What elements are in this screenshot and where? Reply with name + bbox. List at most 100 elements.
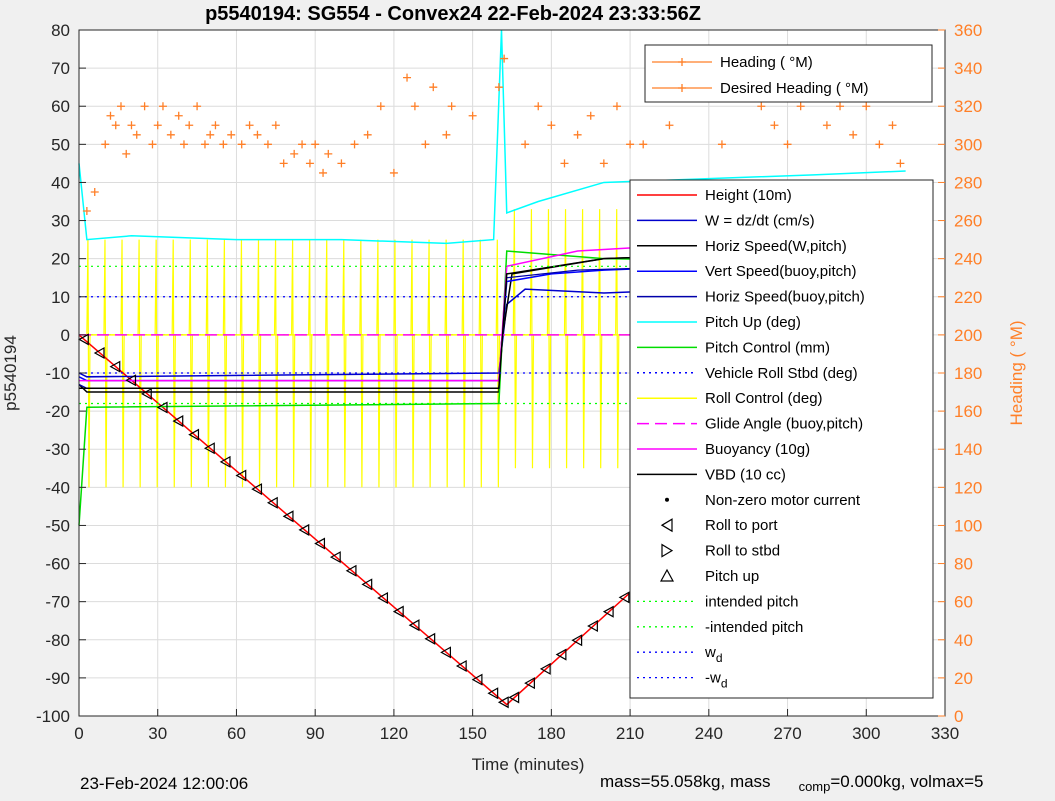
legend-label: VBD (10 cc)	[705, 466, 786, 483]
heading-point	[389, 168, 398, 177]
y-right-tick-label: 60	[954, 593, 973, 612]
heading-point	[599, 159, 608, 168]
heading-point	[185, 121, 194, 130]
heading-point	[337, 159, 346, 168]
y-right-tick-label: 200	[954, 326, 982, 345]
legend-heading: Heading ( °M) Desired Heading ( °M)	[644, 44, 933, 103]
x-tick-label: 270	[773, 724, 801, 743]
heading-point	[442, 130, 451, 139]
heading-point	[888, 121, 897, 130]
footer-mass-sub: comp	[798, 779, 831, 795]
roll-to-port-marker	[408, 619, 420, 632]
roll-control-spike	[342, 239, 347, 488]
heading-point	[403, 73, 412, 82]
heading-point	[211, 121, 220, 130]
roll-to-port-marker	[298, 523, 310, 536]
legend-heading-label: Desired Heading ( °M)	[720, 80, 869, 97]
heading-point	[311, 140, 320, 149]
y-right-tick-label: 20	[954, 669, 973, 688]
legend-label: intended pitch	[705, 593, 798, 610]
x-tick-label: 30	[148, 724, 167, 743]
roll-control-spike	[171, 239, 176, 488]
legend-main-box	[629, 179, 934, 699]
roll-to-port-marker	[314, 537, 326, 550]
x-tick-label: 330	[931, 724, 959, 743]
chart-title: p5540194: SG554 - Convex24 22-Feb-2024 2…	[205, 3, 701, 25]
heading-point	[179, 140, 188, 149]
x-tick-label: 240	[695, 724, 723, 743]
roll-to-port-marker	[455, 659, 467, 673]
roll-to-port-marker	[219, 455, 231, 468]
y-tick-label: -90	[45, 669, 70, 688]
roll-control-spike	[427, 239, 432, 488]
y-right-tick-label: 0	[954, 707, 963, 726]
heading-point	[200, 140, 209, 149]
heading-point	[639, 140, 648, 149]
heading-point	[500, 54, 509, 63]
roll-to-port-marker	[251, 483, 263, 496]
y-right-tick-label: 280	[954, 173, 982, 192]
legend-label: -intended pitch	[705, 619, 803, 636]
roll-control-spike	[325, 239, 330, 488]
legend-heading-label: Heading ( °M)	[720, 54, 813, 71]
y-tick-label: 10	[51, 288, 70, 307]
heading-point	[757, 102, 766, 111]
y-tick-label: -60	[45, 555, 70, 574]
heading-point	[245, 121, 254, 130]
heading-point	[612, 102, 621, 111]
y-tick-label: 70	[51, 59, 70, 78]
legend-label: Buoyancy (10g)	[705, 441, 810, 458]
heading-point	[822, 121, 831, 130]
heading-point	[132, 130, 141, 139]
roll-to-port-marker	[156, 401, 168, 414]
y-tick-label: -30	[45, 440, 70, 459]
heading-point	[560, 159, 569, 168]
roll-to-port-marker	[78, 333, 89, 346]
heading-point	[547, 121, 556, 130]
heading-point	[305, 159, 314, 168]
heading-point	[153, 121, 162, 130]
y-tick-label: 0	[61, 326, 70, 345]
heading-point	[350, 140, 359, 149]
legend-heading-box	[644, 44, 933, 103]
heading-point	[796, 102, 805, 111]
legend-label: Non-zero motor current	[705, 492, 861, 509]
roll-to-port-marker	[539, 662, 551, 675]
legend-heading-marker	[678, 84, 686, 92]
heading-point	[166, 130, 175, 139]
roll-to-port-marker	[172, 415, 184, 428]
y-right-tick-label: 300	[954, 135, 982, 154]
y-tick-label: 60	[51, 97, 70, 116]
y-tick-label: -100	[36, 707, 70, 726]
y-axis-right-label: Heading ( °M)	[1007, 320, 1026, 425]
roll-to-port-marker	[440, 646, 451, 659]
roll-control-spike	[273, 239, 279, 488]
heading-point	[140, 102, 149, 111]
roll-to-port-marker	[508, 691, 520, 704]
roll-control-spike	[256, 239, 262, 488]
roll-control-spike	[376, 239, 381, 488]
legend-label: Horiz Speed(W,pitch)	[705, 238, 847, 255]
heading-point	[206, 130, 215, 139]
roll-control-spike	[529, 209, 535, 469]
footer-mass-text-2: =0.000kg, volmax=5	[830, 772, 984, 791]
roll-control-spike	[205, 239, 211, 488]
legend-label: Height (10m)	[705, 187, 792, 204]
heading-point	[896, 159, 905, 168]
roll-control-spike	[444, 239, 449, 488]
x-tick-label: 120	[380, 724, 408, 743]
roll-to-port-marker	[188, 428, 200, 441]
y-right-tick-label: 260	[954, 212, 982, 231]
heading-point	[410, 102, 419, 111]
y-tick-label: 30	[51, 212, 70, 231]
roll-control-spike	[222, 239, 228, 488]
footer-mass-text: mass=55.058kg, mass	[600, 772, 771, 791]
roll-control-spike	[86, 239, 91, 488]
roll-to-port-marker	[424, 632, 436, 645]
y-right-tick-label: 180	[954, 364, 982, 383]
heading-point	[298, 140, 307, 149]
y-right-tick-label: 320	[954, 97, 982, 116]
x-axis-label: Time (minutes)	[472, 755, 585, 774]
heading-point	[376, 102, 385, 111]
